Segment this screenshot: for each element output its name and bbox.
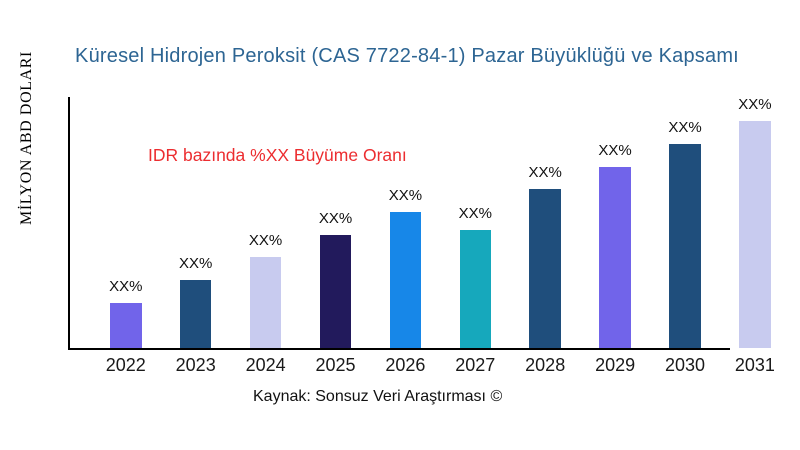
bar-2028 <box>529 189 561 348</box>
y-axis-line <box>68 97 70 350</box>
x-tick-label-2024: 2024 <box>245 355 286 375</box>
bar-value-label-2029: XX% <box>598 141 632 159</box>
bar-2023 <box>179 279 212 348</box>
bar-value-label-2030: XX% <box>668 118 702 136</box>
x-tick-label-2031: 2031 <box>734 355 775 375</box>
x-tick-label-2022: 2022 <box>105 355 146 375</box>
bar-2024 <box>249 257 282 348</box>
plot-area: XX% 2022 XX% 2023 XX% 2024 XX% 2025 XX% 2026 XX% 20… <box>69 96 794 375</box>
bar-2030 <box>669 143 701 348</box>
bar-value-label-2027: XX% <box>458 204 492 222</box>
x-tick-label-2027: 2027 <box>455 355 496 375</box>
x-tick-label-2030: 2030 <box>664 355 706 375</box>
bar-2027 <box>459 229 492 348</box>
bar-value-label-2024: XX% <box>248 232 283 250</box>
bar-2031 <box>739 121 771 348</box>
x-axis-line <box>68 348 730 350</box>
bar-value-label-2031: XX% <box>738 96 772 114</box>
x-tick-label-2028: 2028 <box>525 355 566 375</box>
y-axis-label: MİLYON ABD DOLARI <box>18 51 35 225</box>
bar-value-label-2028: XX% <box>528 164 562 182</box>
source-note: Kaynak: Sonsuz Veri Araştırması © <box>253 388 503 405</box>
x-tick-label-2023: 2023 <box>175 355 216 375</box>
x-tick-label-2029: 2029 <box>595 355 636 375</box>
bar-value-label-2025: XX% <box>318 209 353 227</box>
bar-value-label-2023: XX% <box>179 254 213 272</box>
bar-2022 <box>110 302 142 348</box>
bar-2029 <box>599 166 631 348</box>
bar-value-label-2026: XX% <box>388 186 423 204</box>
x-tick-label-2025: 2025 <box>315 355 356 375</box>
bar-2025 <box>319 234 352 348</box>
bar-2026 <box>389 211 422 348</box>
bar-value-label-2022: XX% <box>109 277 143 295</box>
x-tick-label-2026: 2026 <box>385 355 426 375</box>
chart-title: Küresel Hidrojen Peroksit (CAS 7722-84-1… <box>75 45 739 67</box>
growth-rate-annotation: IDR bazında %XX Büyüme Oranı <box>148 145 407 165</box>
